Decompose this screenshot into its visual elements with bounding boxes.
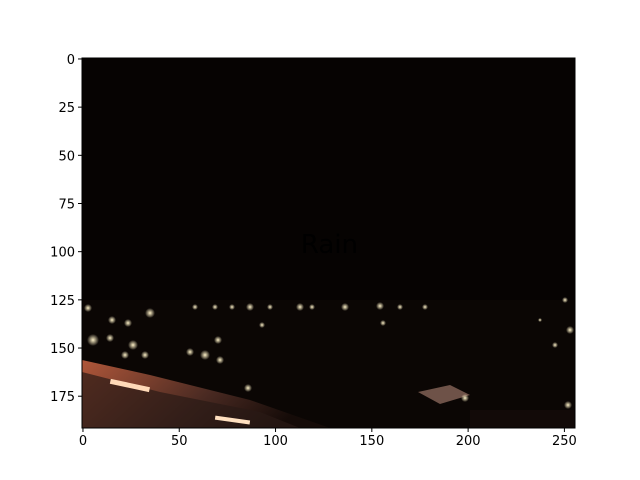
- y-tick-label: 50: [58, 149, 75, 164]
- image: [82, 58, 575, 428]
- x-tick-label: 100: [263, 434, 288, 449]
- dock: [470, 410, 575, 428]
- x-tick-label: 50: [171, 434, 188, 449]
- x-tick-label: 200: [456, 434, 481, 449]
- car-lights: [214, 415, 251, 425]
- y-tick-label: 25: [58, 101, 75, 116]
- y-tick-label: 175: [50, 390, 75, 405]
- y-tick-label: 75: [58, 197, 75, 212]
- y-tick-label: 150: [50, 342, 75, 357]
- city-lights: [84, 297, 574, 409]
- y-tick-label: 100: [50, 246, 75, 261]
- y-tick-label: 0: [67, 53, 75, 68]
- x-tick-label: 150: [359, 434, 384, 449]
- car-lights: [109, 378, 150, 393]
- x-tick-label: 250: [552, 434, 577, 449]
- building: [418, 385, 470, 404]
- x-tick-label: 0: [79, 434, 87, 449]
- annotation: Rain: [301, 230, 358, 260]
- axes-frame: [81, 57, 576, 429]
- y-tick-label: 125: [50, 294, 75, 309]
